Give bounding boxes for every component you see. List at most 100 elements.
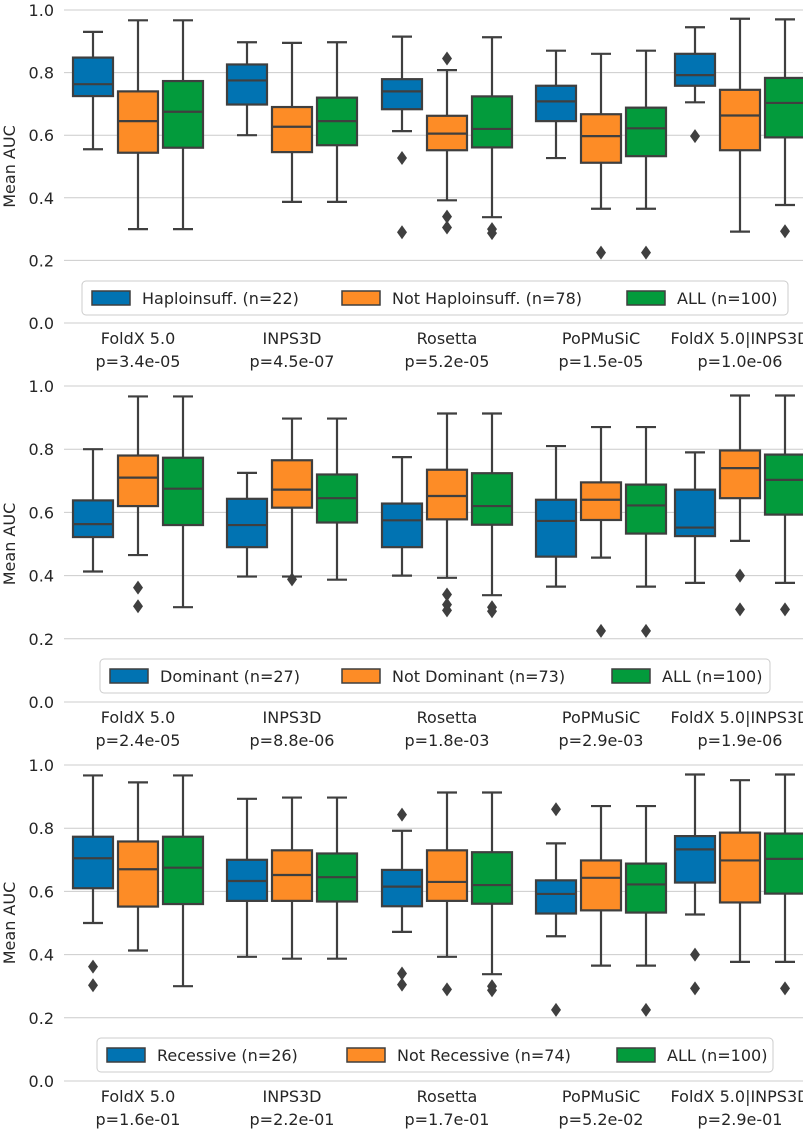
p-value-label: p=4.5e-07	[250, 352, 335, 371]
box-2-5	[718, 17, 762, 233]
legend-entry-label: ALL (n=100)	[662, 667, 762, 686]
x-tick-label: FoldX 5.0|INPS3D	[671, 1087, 803, 1106]
outlier-point	[780, 602, 790, 617]
y-tick-label: 1.0	[29, 377, 54, 396]
p-value-label: p=1.0e-06	[698, 352, 783, 371]
box-1-2	[225, 471, 269, 578]
legend-frame	[99, 658, 771, 694]
p-value-label: p=3.4e-05	[96, 352, 181, 371]
legend-frame	[96, 1037, 774, 1073]
outlier-point	[442, 982, 452, 997]
outlier-point	[397, 225, 407, 240]
x-tick-label: PoPMuSiC	[562, 1087, 640, 1106]
box-1-3	[380, 807, 424, 992]
box-3-5	[763, 18, 803, 239]
x-tick-label: PoPMuSiC	[562, 708, 640, 727]
y-tick-label: 0.8	[29, 64, 54, 83]
panel-2: 0.0 0.2 0.4 0.6 0.8 1.0 Mean AUC Dominant (n=27…	[0, 377, 803, 750]
box-iqr	[470, 472, 514, 526]
box-3-4	[624, 425, 668, 638]
box-iqr	[718, 88, 762, 152]
outlier-point	[780, 981, 790, 996]
box-iqr	[161, 79, 205, 149]
legend-swatch	[341, 668, 381, 684]
p-value-label: p=1.7e-01	[405, 1110, 490, 1129]
outlier-point	[442, 603, 452, 618]
legend-entry-label: Not Haploinsuff. (n=78)	[392, 289, 582, 308]
box-iqr	[470, 851, 514, 905]
x-tick-label: FoldX 5.0|INPS3D	[671, 329, 803, 348]
box-3-3	[470, 412, 514, 619]
x-tick-label: FoldX 5.0	[101, 329, 176, 348]
p-value-label: p=5.2e-02	[559, 1110, 644, 1129]
box-1-1	[71, 30, 115, 151]
outlier-point	[133, 599, 143, 614]
box-1-5	[673, 26, 717, 144]
box-iqr	[534, 879, 578, 915]
outlier-point	[596, 245, 606, 260]
y-axis-label: Mean AUC	[0, 125, 19, 208]
box-1-2	[225, 41, 269, 137]
legend-swatch	[616, 1047, 656, 1063]
x-tick-label: FoldX 5.0|INPS3D	[671, 708, 803, 727]
box-iqr	[579, 113, 623, 164]
outlier-point	[397, 151, 407, 166]
box-iqr	[380, 78, 424, 111]
x-tick-label: FoldX 5.0	[101, 1087, 176, 1106]
box-3-2	[315, 796, 359, 960]
outlier-point	[287, 572, 297, 587]
legend-entry-label: Dominant (n=27)	[160, 667, 300, 686]
legend-swatch	[109, 668, 149, 684]
y-tick-label: 0.0	[29, 693, 54, 712]
panel-3: 0.0 0.2 0.4 0.6 0.8 1.0 Mean AUC Recessive (n=2…	[0, 756, 803, 1129]
legend-entry-label: Not Recessive (n=74)	[397, 1046, 571, 1065]
box-iqr	[579, 481, 623, 522]
box-1-1	[71, 448, 115, 573]
x-tick-label: PoPMuSiC	[562, 329, 640, 348]
outlier-point	[397, 977, 407, 992]
p-value-label: p=8.8e-06	[250, 731, 335, 750]
x-tick-label: FoldX 5.0	[101, 708, 176, 727]
p-value-label: p=1.9e-06	[698, 731, 783, 750]
legend-swatch	[611, 668, 651, 684]
box-2-3	[425, 51, 469, 235]
legend-entry-label: ALL (n=100)	[677, 289, 777, 308]
x-tick-label: Rosetta	[417, 329, 478, 348]
outlier-point	[551, 1002, 561, 1017]
legend-entry-label: ALL (n=100)	[667, 1046, 767, 1065]
y-tick-label: 1.0	[29, 1, 54, 20]
box-2-2	[270, 796, 314, 960]
box-1-4	[534, 49, 578, 160]
outlier-point	[487, 604, 497, 619]
y-tick-label: 0.8	[29, 819, 54, 838]
y-tick-label: 0.0	[29, 1072, 54, 1091]
box-3-2	[315, 41, 359, 203]
legend-swatch	[341, 290, 381, 306]
box-iqr	[534, 498, 578, 558]
outlier-point	[397, 966, 407, 981]
box-2-5	[718, 779, 762, 963]
box-3-2	[315, 417, 359, 581]
y-tick-label: 0.4	[29, 189, 54, 208]
box-iqr	[470, 95, 514, 149]
box-3-1	[161, 395, 205, 609]
outlier-point	[487, 983, 497, 998]
outlier-point	[690, 129, 700, 144]
y-tick-label: 0.2	[29, 251, 54, 270]
box-2-1	[116, 781, 160, 952]
legend-swatch	[91, 290, 131, 306]
y-tick-label: 0.6	[29, 126, 54, 145]
panel-1: 0.0 0.2 0.4 0.6 0.8 1.0 Mean AUC Haploinsuff. (…	[0, 1, 803, 371]
legend-entry-label: Recessive (n=26)	[157, 1046, 298, 1065]
y-tick-label: 0.6	[29, 503, 54, 522]
y-tick-label: 0.4	[29, 567, 54, 586]
legend: Haploinsuff. (n=22) Not Haploinsuff. (n=7…	[81, 280, 789, 316]
x-tick-label: INPS3D	[263, 1087, 322, 1106]
y-axis-label: Mean AUC	[0, 503, 19, 586]
box-iqr	[579, 859, 623, 912]
box-2-1	[116, 19, 160, 231]
box-iqr	[673, 834, 717, 884]
outlier-point	[133, 580, 143, 595]
outlier-point	[487, 226, 497, 241]
legend-entry-label: Haploinsuff. (n=22)	[142, 289, 299, 308]
